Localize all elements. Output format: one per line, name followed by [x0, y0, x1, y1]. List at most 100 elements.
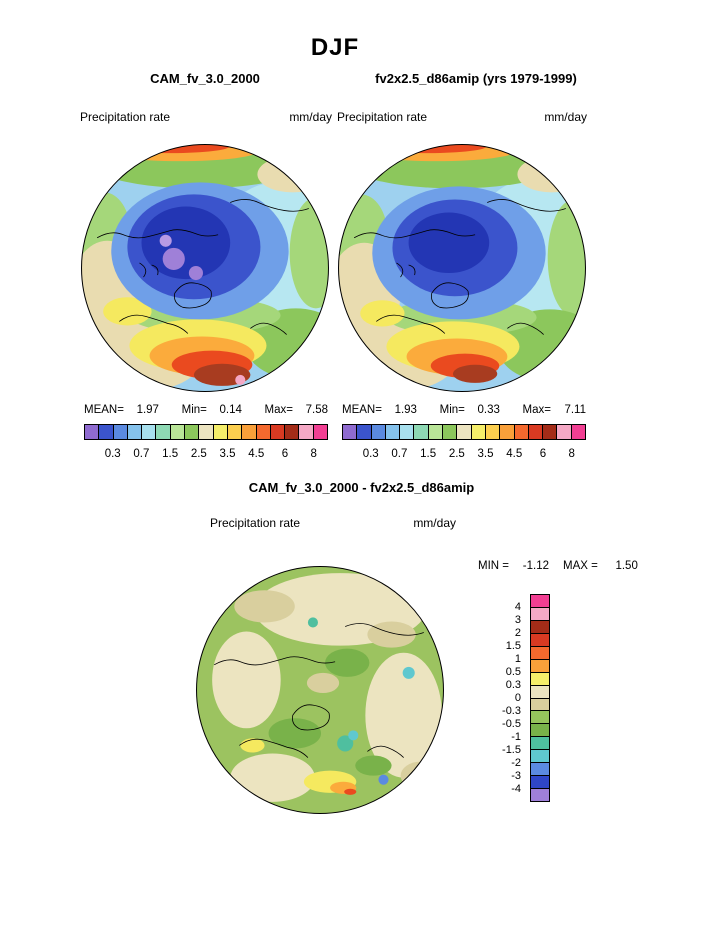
diff-colorbar-tick-label: 1.5: [505, 640, 521, 652]
diff-colorbar-segment: [531, 672, 549, 686]
left-min-value: 0.14: [219, 404, 242, 416]
left-mean-value: 1.97: [136, 404, 159, 416]
diff-colorbar-tick-label: 2: [514, 627, 521, 639]
coastlines-right: [353, 199, 566, 335]
left-panel-title: CAM_fv_3.0_2000: [150, 71, 260, 86]
right-max-value: 7.11: [564, 404, 586, 416]
colorbar-segment: [471, 425, 486, 439]
colorbar-segment: [428, 425, 444, 439]
colorbar-segment: [142, 425, 157, 439]
right-field-row: Precipitation rate mm/day: [337, 110, 587, 124]
colorbar-segment: [313, 425, 328, 439]
left-max-value: 7.58: [305, 404, 328, 416]
diff-field-label: Precipitation rate: [210, 516, 301, 530]
coastlines-left: [96, 199, 309, 335]
colorbar-segment: [127, 425, 143, 439]
map-fill-right: [338, 144, 586, 392]
diff-colorbar-segment: [531, 607, 549, 621]
diff-max-value: 1.50: [615, 560, 638, 572]
colorbar-segment: [213, 425, 228, 439]
diff-colorbar-segment: [531, 698, 549, 712]
diff-colorbar-tick-label: -1: [511, 731, 521, 743]
colorbar-tick-label: 6: [281, 448, 289, 460]
diff-colorbar-tick-label: 1: [514, 653, 521, 665]
polar-map-difference: [194, 564, 446, 816]
polar-map-right-svg: [338, 144, 586, 392]
colorbar-tick-label: 2.5: [190, 448, 207, 460]
right-stats-row: MEAN= 1.93 Min= 0.33 Max= 7.11: [342, 404, 586, 416]
coastlines-diff: [213, 623, 424, 758]
left-field-row: Precipitation rate mm/day: [80, 110, 332, 124]
left-max-stat: Max= 7.58: [264, 404, 328, 416]
diff-colorbar-segment: [531, 763, 549, 777]
colorbar-segment: [443, 425, 458, 439]
colorbar-segment: [85, 425, 100, 439]
precip-colorbar-right-ticks: 0.3 0.7 1.5 2.5 3.5 4.5 6 8: [342, 448, 586, 462]
diff-colorbar-segment: [531, 737, 549, 751]
right-field-label: Precipitation rate: [337, 110, 428, 124]
right-mean-value: 1.93: [394, 404, 417, 416]
colorbar-segment: [227, 425, 243, 439]
colorbar-tick-label: 3.5: [219, 448, 236, 460]
diff-colorbar-tick-label: -4: [511, 783, 521, 795]
colorbar-segment: [185, 425, 200, 439]
diff-colorbar-segment: [531, 646, 549, 660]
diff-colorbar-segment: [531, 620, 549, 634]
colorbar-segment: [500, 425, 515, 439]
precip-colorbar-right: [342, 424, 586, 440]
diff-colorbar-tick-label: 0.5: [505, 666, 521, 678]
colorbar-segment: [357, 425, 372, 439]
diff-colorbar-tick-label: -0.3: [502, 705, 521, 717]
diff-min-value: -1.12: [522, 560, 549, 572]
colorbar-segment: [270, 425, 286, 439]
diff-colorbar-segment: [531, 685, 549, 699]
diff-colorbar-segment: [531, 776, 549, 790]
diff-colorbar-tick-label: -2: [511, 757, 521, 769]
colorbar-segment: [371, 425, 386, 439]
diff-colorbar: [530, 594, 550, 802]
colorbar-segment: [514, 425, 529, 439]
colorbar-segment: [285, 425, 300, 439]
diff-units-label: mm/day: [413, 516, 456, 530]
diff-colorbar-tick-label: -1.5: [502, 744, 521, 756]
colorbar-tick-label: 8: [310, 448, 317, 460]
right-mean-stat: MEAN= 1.93: [342, 404, 417, 416]
colorbar-tick-label: 8: [568, 448, 575, 460]
colorbar-segment: [242, 425, 257, 439]
diff-colorbar-segment: [531, 789, 549, 801]
precip-colorbar-left: [84, 424, 328, 440]
diff-colorbar-segment: [531, 595, 549, 608]
colorbar-segment: [256, 425, 271, 439]
polar-map-left: [79, 142, 331, 394]
diff-colorbar-tick-label: 3: [514, 614, 521, 626]
polar-map-right: [336, 142, 588, 394]
colorbar-tick-label: 1.5: [162, 448, 179, 460]
diff-colorbar-tick-label: -3: [511, 770, 521, 782]
colorbar-tick-label: 3.5: [477, 448, 494, 460]
colorbar-segment: [199, 425, 214, 439]
colorbar-segment: [113, 425, 128, 439]
diff-field-row: Precipitation rate mm/day: [210, 516, 456, 530]
diff-colorbar-tick-label: 4: [514, 601, 521, 613]
diff-max-label: MAX =: [563, 560, 598, 572]
difference-title: CAM_fv_3.0_2000 - fv2x2.5_d86amip: [248, 480, 475, 495]
colorbar-segment: [457, 425, 472, 439]
colorbar-segment: [543, 425, 558, 439]
colorbar-segment: [156, 425, 171, 439]
diff-colorbar-segment: [531, 711, 549, 725]
diff-colorbar-tick-label: 0: [514, 692, 521, 704]
colorbar-segment: [571, 425, 586, 439]
colorbar-tick-label: 0.3: [362, 448, 379, 460]
diff-colorbar-segment: [531, 724, 549, 738]
colorbar-tick-label: 1.5: [420, 448, 437, 460]
colorbar-tick-label: 2.5: [448, 448, 465, 460]
colorbar-tick-label: 0.7: [391, 448, 408, 460]
right-max-stat: Max= 7.11: [522, 404, 586, 416]
diff-colorbar-tick-label: -0.5: [502, 718, 521, 730]
left-mean-stat: MEAN= 1.97: [84, 404, 159, 416]
colorbar-tick-label: 4.5: [506, 448, 523, 460]
colorbar-segment: [99, 425, 114, 439]
colorbar-segment: [528, 425, 544, 439]
right-panel-title: fv2x2.5_d86amip (yrs 1979-1999): [375, 71, 577, 86]
colorbar-tick-label: 0.3: [104, 448, 121, 460]
